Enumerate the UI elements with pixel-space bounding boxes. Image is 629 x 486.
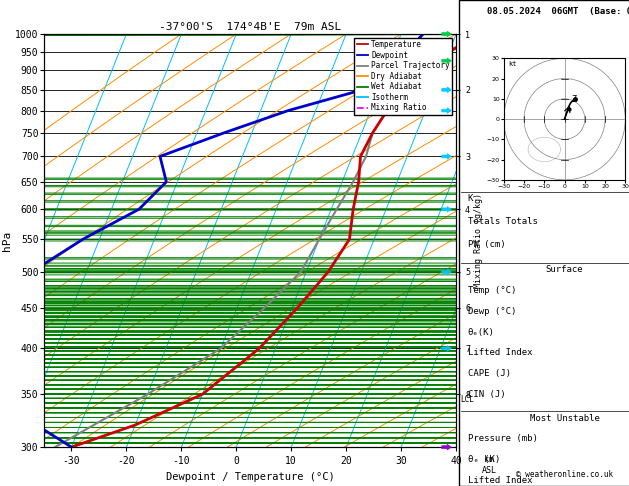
Title: -37°00'S  174°4B'E  79m ASL: -37°00'S 174°4B'E 79m ASL [159, 22, 341, 32]
Text: PW (cm): PW (cm) [467, 240, 505, 249]
Text: 08.05.2024  06GMT  (Base: 06): 08.05.2024 06GMT (Base: 06) [487, 7, 629, 17]
Text: Totals Totals: Totals Totals [467, 217, 537, 226]
Text: Z: Z [572, 95, 577, 104]
X-axis label: Dewpoint / Temperature (°C): Dewpoint / Temperature (°C) [165, 472, 335, 482]
Y-axis label: Mixing Ratio (g/kg): Mixing Ratio (g/kg) [474, 193, 483, 288]
Text: Most Unstable: Most Unstable [530, 414, 599, 423]
Text: K: K [467, 194, 473, 204]
Text: θₑ (K): θₑ (K) [467, 455, 500, 464]
Y-axis label: hPa: hPa [2, 230, 12, 251]
Text: km
ASL: km ASL [481, 455, 496, 475]
Text: LCL: LCL [460, 395, 474, 404]
Text: CIN (J): CIN (J) [467, 390, 505, 399]
Text: Dewp (°C): Dewp (°C) [467, 307, 516, 316]
Text: Surface: Surface [546, 265, 583, 275]
Text: Lifted Index: Lifted Index [467, 348, 532, 358]
Text: Pressure (mb): Pressure (mb) [467, 434, 537, 443]
Text: kt: kt [508, 61, 516, 68]
Text: θₑ(K): θₑ(K) [467, 328, 494, 337]
Legend: Temperature, Dewpoint, Parcel Trajectory, Dry Adiabat, Wet Adiabat, Isotherm, Mi: Temperature, Dewpoint, Parcel Trajectory… [355, 38, 452, 115]
Text: Temp (°C): Temp (°C) [467, 286, 516, 295]
Text: Lifted Index: Lifted Index [467, 476, 532, 485]
Text: CAPE (J): CAPE (J) [467, 369, 511, 379]
Text: © weatheronline.co.uk: © weatheronline.co.uk [516, 469, 613, 479]
